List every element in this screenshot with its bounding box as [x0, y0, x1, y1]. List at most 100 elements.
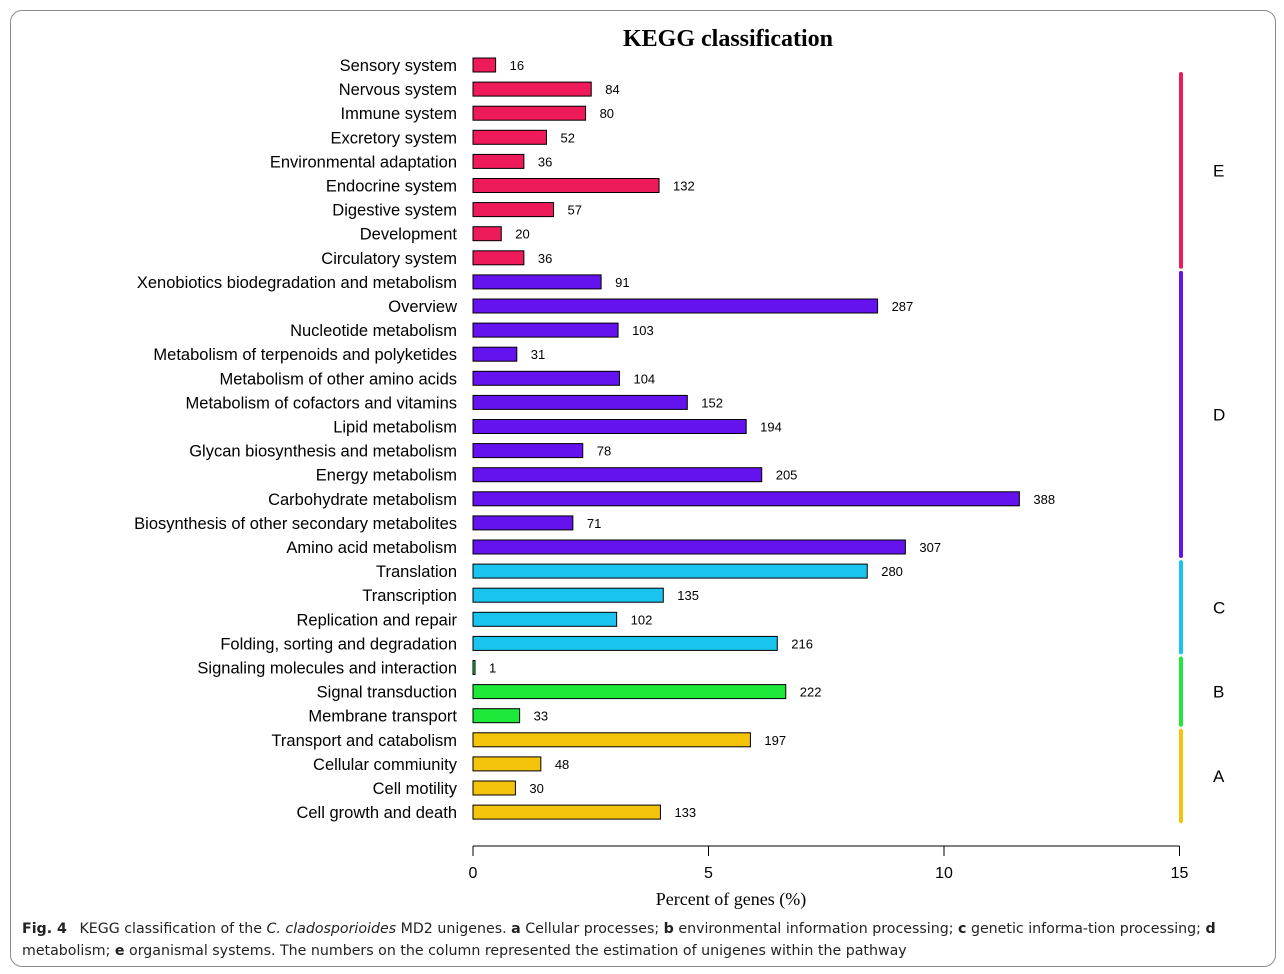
bar	[472, 153, 525, 169]
category-label: Cellular commiunity	[313, 756, 458, 774]
count-label: 48	[555, 757, 569, 772]
count-label: 194	[760, 420, 782, 435]
caption-text: organismal systems. The numbers on the c…	[129, 943, 907, 959]
caption-text: metabolism;	[22, 943, 111, 959]
bar	[472, 587, 664, 603]
x-tick-label: 5	[704, 865, 713, 882]
category-label: Folding, sorting and degradation	[220, 635, 457, 653]
x-axis: 0 5 10 15	[469, 845, 1189, 882]
count-label: 287	[892, 299, 914, 314]
category-label: Transport and catabolism	[271, 732, 457, 750]
group-label: E	[1213, 161, 1224, 180]
category-label: Sensory system	[340, 57, 457, 75]
x-tick-label: 10	[935, 865, 953, 882]
count-label: 104	[633, 371, 655, 386]
bar	[472, 274, 602, 290]
category-label: Energy metabolism	[316, 467, 457, 485]
caption-key-d: d	[1205, 921, 1216, 937]
category-label: Development	[360, 226, 458, 244]
bar	[472, 467, 763, 483]
group-label: D	[1213, 405, 1225, 424]
category-label: Lipid metabolism	[333, 419, 457, 437]
caption-species: C. cladosporioides	[266, 921, 397, 937]
category-label: Environmental adaptation	[270, 153, 457, 171]
bar	[472, 322, 619, 338]
group-label: A	[1213, 767, 1225, 786]
bar	[472, 635, 778, 651]
bar	[472, 539, 906, 555]
bar	[472, 756, 542, 772]
bar	[472, 684, 787, 700]
count-label: 135	[677, 588, 699, 603]
bar	[472, 394, 688, 410]
bar	[472, 178, 660, 193]
bar	[472, 129, 547, 145]
caption-text: genetic informa-tion processing;	[970, 921, 1201, 937]
bar	[472, 804, 661, 820]
caption-text: environmental information processing;	[678, 921, 954, 937]
count-label: 57	[568, 203, 582, 218]
category-label: Signaling molecules and interaction	[197, 660, 457, 678]
category-label: Metabolism of cofactors and vitamins	[186, 394, 457, 412]
caption-text: MD2 unigenes.	[400, 921, 507, 937]
kegg-bar-chart: KEGG classification Sensory system 16 Nerv…	[134, 26, 1225, 910]
count-label: 78	[597, 444, 611, 459]
count-label: 102	[631, 612, 653, 627]
caption-text: Cellular processes;	[525, 921, 660, 937]
category-label: Nucleotide metabolism	[290, 322, 457, 340]
category-label: Cell motility	[373, 780, 458, 798]
count-label: 36	[538, 251, 552, 266]
category-label: Endocrine system	[326, 178, 457, 196]
bar	[472, 563, 868, 579]
caption-key-c: c	[958, 921, 967, 937]
group-brackets: E D C B A	[1179, 72, 1225, 824]
count-label: 84	[605, 82, 619, 97]
count-label: 307	[919, 540, 941, 555]
category-label: Carbohydrate metabolism	[268, 491, 457, 509]
bar	[472, 660, 476, 675]
count-label: 80	[600, 106, 614, 121]
bar	[472, 419, 747, 434]
bar	[472, 370, 620, 386]
count-label: 91	[615, 275, 629, 290]
category-label: Excretory system	[330, 129, 457, 147]
bar	[472, 346, 518, 362]
x-tick-label: 15	[1171, 865, 1189, 882]
category-label: Nervous system	[339, 81, 457, 99]
category-label: Signal transduction	[317, 684, 457, 702]
count-label: 30	[529, 781, 543, 796]
category-label: Xenobiotics biodegradation and metabolis…	[137, 274, 457, 292]
count-label: 31	[531, 347, 545, 362]
bar	[472, 81, 592, 97]
bar	[472, 491, 1020, 507]
category-label: Membrane transport	[308, 708, 457, 726]
bar	[472, 780, 516, 796]
bar	[472, 226, 502, 242]
figure-caption: Fig. 4 KEGG classification of the C. cla…	[22, 918, 1262, 962]
caption-text: KEGG classification of the	[79, 921, 262, 937]
category-label: Amino acid metabolism	[286, 539, 457, 557]
count-label: 1	[489, 661, 496, 676]
count-label: 388	[1033, 492, 1055, 507]
bar	[472, 515, 574, 531]
bar	[472, 611, 618, 627]
category-label: Biosynthesis of other secondary metaboli…	[134, 515, 457, 533]
category-label: Translation	[376, 563, 457, 581]
group-label: C	[1213, 598, 1225, 617]
bars-layer: Sensory system 16 Nervous system 84 Immune s…	[134, 57, 1055, 822]
bar	[472, 202, 555, 218]
count-label: 16	[510, 58, 524, 73]
group-label: B	[1213, 683, 1224, 702]
count-label: 71	[587, 516, 601, 531]
count-label: 132	[673, 179, 695, 194]
bar	[472, 443, 584, 459]
category-label: Replication and repair	[296, 611, 457, 629]
category-label: Cell growth and death	[296, 804, 457, 822]
category-label: Transcription	[362, 587, 457, 605]
category-label: Metabolism of terpenoids and polyketides	[153, 346, 457, 364]
category-label: Overview	[388, 298, 457, 316]
bar	[472, 250, 525, 266]
category-label: Glycan biosynthesis and metabolism	[189, 443, 457, 461]
count-label: 20	[515, 227, 529, 242]
category-label: Digestive system	[332, 202, 457, 220]
